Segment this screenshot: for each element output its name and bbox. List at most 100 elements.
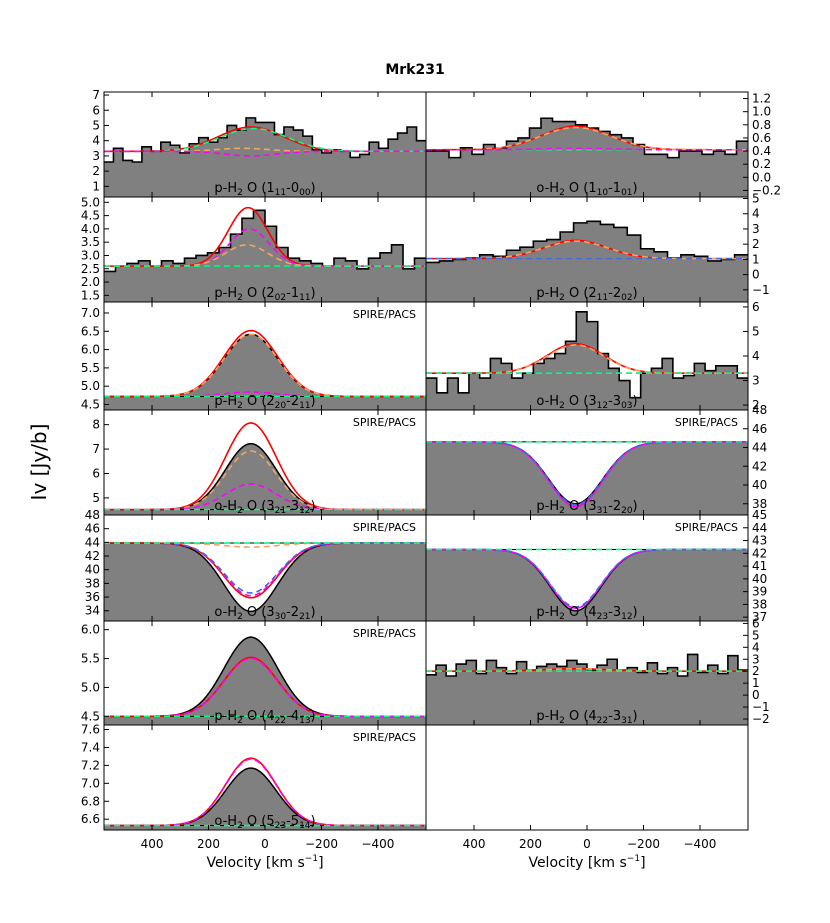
y-tick-label: −0.2 [752, 183, 781, 197]
plot-area [104, 636, 426, 725]
observed-fill [426, 221, 748, 302]
y-tick-label: 6 [752, 300, 760, 314]
y-tick-label: 3 [752, 374, 760, 388]
y-tick-label: 40 [752, 478, 767, 492]
panel-label-part: ) [633, 499, 638, 514]
panel-11: 4.5 5.0 5.5 6.0 p-H2 O (422-413) SPIRE/PACS [81, 620, 427, 726]
panel-label-part: 01 [621, 188, 632, 198]
panel-label-part: 12 [621, 612, 632, 622]
y-tick-label: 42 [752, 546, 767, 560]
panel-label-part: 11 [275, 188, 286, 198]
y-tick-label: 0 [752, 268, 760, 282]
y-tick-label: 6.0 [81, 343, 100, 357]
panel-label-part: -3 [608, 709, 621, 724]
y-tick-label: 0.0 [752, 170, 771, 184]
y-tick-label: 38 [85, 576, 100, 590]
observed-spectrum [104, 209, 426, 273]
plot-area [426, 117, 748, 197]
panel-label-part: 21 [299, 612, 310, 622]
x-axis-label-close: ] [318, 855, 323, 871]
y-tick-label: 5 [752, 192, 760, 206]
x-tick-label: 400 [463, 837, 486, 851]
panel-label-part: 00 [299, 188, 311, 198]
panel-label-part: ) [633, 709, 638, 724]
y-tick-label: 6.0 [81, 623, 100, 637]
panel-label-part: ) [311, 394, 316, 409]
y-tick-label: 48 [752, 403, 767, 417]
y-tick-label: 44 [752, 441, 767, 455]
plot-area [104, 329, 426, 410]
panel-label-part: -3 [608, 394, 621, 409]
panel-label-part: O (2 [565, 286, 597, 301]
panel-label: o-H2 O (110-101) [536, 181, 637, 198]
panel-annotation: SPIRE/PACS [675, 416, 738, 429]
y-tick-label: 6.6 [81, 812, 100, 826]
y-tick-label: 5 [92, 491, 100, 505]
y-tick-label: 4.5 [81, 209, 100, 223]
panel-label-part: 31 [597, 506, 608, 516]
panel-label-part: -5 [286, 814, 299, 829]
panel-2: −0.20.00.20.40.60.81.01.2 o-H2 O (110-101… [425, 91, 781, 198]
observed-fill [104, 768, 426, 830]
plot-area [104, 757, 426, 830]
panel-label-part: 2 [237, 293, 243, 303]
panel-label-part: O (3 [243, 605, 275, 620]
y-tick-label: 38 [752, 497, 767, 511]
panel-5: 4.5 5.0 5.5 6.0 6.5 7.0 p-H2 O (220-211) SPIRE/… [81, 301, 427, 412]
x-tick-label: −400 [361, 837, 394, 851]
y-tick-label: 7.0 [81, 776, 100, 790]
panel-label-part: 2 [559, 716, 565, 726]
y-tick-label: 0.4 [752, 144, 771, 158]
x-axis-label-sup: −1 [305, 854, 318, 864]
x-tick-label: −200 [305, 837, 338, 851]
observed-fill [104, 117, 426, 197]
panel-label-part: p-H [536, 499, 559, 514]
y-tick-label: 3.5 [81, 235, 100, 249]
y-tick-label: 42 [752, 459, 767, 473]
y-tick-label: 37 [752, 610, 767, 624]
panel-annotation: SPIRE/PACS [675, 521, 738, 534]
plot-area [104, 206, 426, 302]
panel-label-part: O (2 [243, 394, 275, 409]
x-tick-label: 200 [519, 837, 542, 851]
panel-label-part: ) [633, 286, 638, 301]
model-magenta-dashed [426, 147, 748, 151]
y-tick-label: −1 [752, 700, 770, 714]
panel-label-part: 20 [621, 506, 633, 516]
panel-annotation: SPIRE/PACS [353, 731, 416, 744]
panel-label: p-H2 O (202-111) [214, 286, 315, 303]
y-tick-label: 5 [92, 118, 100, 132]
panel-label: p-H2 O (422-331) [536, 709, 637, 726]
panel-label-part: 23 [275, 821, 286, 831]
plot-area [426, 311, 748, 410]
y-tick-label: 1 [752, 676, 760, 690]
y-tick-label: 1 [92, 179, 100, 193]
panel-annotation: SPIRE/PACS [353, 416, 416, 429]
panel-label-part: 30 [275, 612, 287, 622]
y-tick-label: 6.5 [81, 324, 100, 338]
panel-7: 5 6 7 8 o-H2 O (321-312) SPIRE/PACS [92, 409, 427, 516]
panel-label-part: p-H [536, 286, 559, 301]
panel-label-part: -1 [286, 286, 299, 301]
observed-fill [104, 210, 426, 302]
y-tick-label: 40 [752, 572, 767, 586]
panel-label-part: O (5 [243, 814, 275, 829]
panel-label: o-H2 O (321-312) [214, 499, 315, 516]
x-tick-label: 0 [261, 837, 269, 851]
y-tick-label: 0 [752, 688, 760, 702]
panel-label-part: 2 [237, 821, 243, 831]
x-axis-label-sup: −1 [627, 854, 640, 864]
y-tick-label: 6 [92, 103, 100, 117]
plot-area [426, 548, 748, 621]
panel-label-part: o-H [214, 605, 237, 620]
y-tick-label: 39 [752, 585, 767, 599]
y-tick-label: 7 [92, 88, 100, 102]
y-tick-label: 2.5 [81, 262, 100, 276]
